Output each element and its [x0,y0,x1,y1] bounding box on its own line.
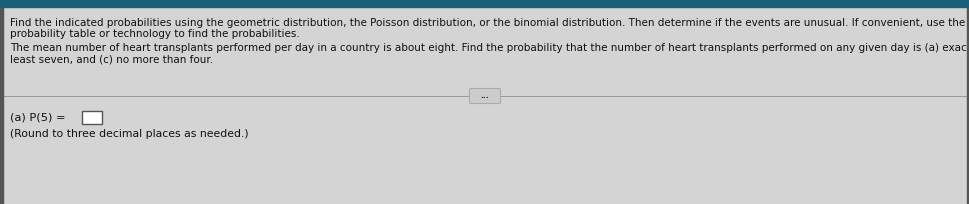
FancyBboxPatch shape [469,89,500,103]
Text: ...: ... [481,92,488,101]
Text: least seven, and (c) no more than four.: least seven, and (c) no more than four. [10,54,213,64]
Text: The mean number of heart transplants performed per day in a country is about eig: The mean number of heart transplants per… [10,43,969,53]
Bar [966,7,969,204]
Bar [0,7,3,204]
Bar [82,111,102,124]
Text: (a) P(5) =: (a) P(5) = [10,112,69,122]
Bar [0,0,969,7]
Text: Find the indicated probabilities using the geometric distribution, the Poisson d: Find the indicated probabilities using t… [10,18,969,28]
Text: probability table or technology to find the probabilities.: probability table or technology to find … [10,29,299,39]
Text: (Round to three decimal places as needed.): (Round to three decimal places as needed… [10,129,248,139]
